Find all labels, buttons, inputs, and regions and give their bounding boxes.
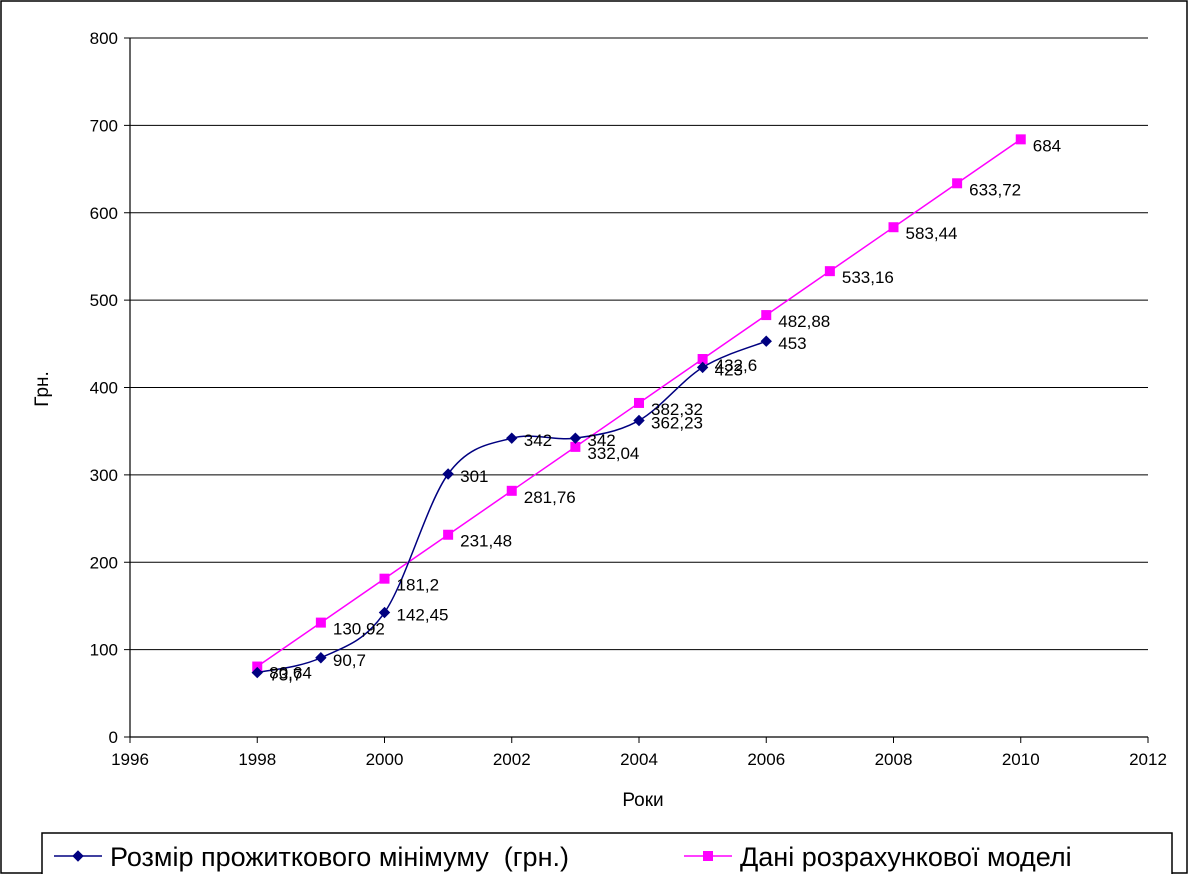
y-tick-label: 200 — [90, 553, 118, 572]
x-tick-label: 2002 — [493, 750, 531, 769]
data-point — [506, 432, 518, 444]
data-label: 583,44 — [906, 224, 958, 243]
y-tick-label: 100 — [90, 641, 118, 660]
legend-items: Розмір прожиткового мінімуму (грн.) Дані … — [54, 842, 1072, 872]
data-point — [315, 617, 326, 628]
data-label: 633,72 — [969, 180, 1021, 199]
x-tick-label: 1998 — [238, 750, 276, 769]
y-tick-label: 800 — [90, 29, 118, 48]
x-tick-label: 2008 — [875, 750, 913, 769]
data-label: 423 — [715, 360, 743, 379]
legend: Розмір прожиткового мінімуму (грн.) Дані … — [41, 832, 1173, 874]
data-label: 482,88 — [778, 312, 830, 331]
data-label: 332,04 — [587, 444, 639, 463]
data-label: 533,16 — [842, 268, 894, 287]
series — [251, 134, 1026, 679]
x-tick-label: 2000 — [366, 750, 404, 769]
data-point — [569, 432, 582, 444]
legend-marker — [72, 850, 84, 862]
legend-label: Дані розрахункової моделі — [740, 842, 1072, 872]
data-point — [442, 468, 454, 480]
data-point — [696, 361, 709, 374]
data-label: 130,92 — [333, 620, 385, 639]
data-label: 684 — [1033, 136, 1061, 155]
y-tick-label: 500 — [90, 291, 118, 310]
y-tick-label: 600 — [90, 204, 118, 223]
data-point — [824, 266, 835, 277]
data-point — [1015, 134, 1026, 145]
data-label: 90,7 — [333, 651, 366, 670]
x-tick-label: 2010 — [1002, 750, 1040, 769]
x-axis-title: Роки — [622, 790, 663, 811]
data-point — [633, 414, 645, 427]
legend-box — [41, 832, 1173, 874]
y-axis-title: Грн. — [32, 371, 53, 407]
data-label: 342 — [524, 431, 552, 450]
x-tick-label: 1996 — [111, 750, 149, 769]
y-tick-label: 700 — [90, 116, 118, 135]
x-tick-label: 2004 — [620, 750, 658, 769]
data-label: 453 — [778, 334, 806, 353]
x-tick-label: 2012 — [1129, 750, 1167, 769]
axes: 0 100 200 300 400 500 600 700 800 1996 1998 2000 200… — [90, 29, 1167, 769]
data-label: 301 — [460, 467, 488, 486]
data-label: 281,76 — [524, 488, 576, 507]
y-tick-label: 400 — [90, 379, 118, 398]
legend-label: Розмір прожиткового мінімуму (грн.) — [110, 842, 569, 872]
data-label: 181,2 — [397, 576, 440, 595]
data-point — [634, 397, 644, 408]
data-point — [251, 666, 263, 679]
data-point — [952, 178, 963, 189]
data-label: 231,48 — [460, 532, 512, 551]
data-point — [760, 335, 772, 347]
data-point — [443, 529, 454, 540]
data-point — [888, 222, 899, 233]
y-tick-label: 0 — [109, 728, 118, 747]
x-tick-label: 2006 — [747, 750, 785, 769]
data-point — [315, 652, 327, 664]
series-line — [257, 340, 767, 674]
gridlines — [130, 37, 1148, 651]
data-label: 142,45 — [397, 606, 449, 625]
data-labels: 73,7 90,7 142,45 301 342 342 362,23 423 453 80,64… — [269, 136, 1061, 684]
legend-marker — [703, 851, 713, 861]
data-label: 362,23 — [651, 414, 703, 433]
y-tick-label: 300 — [90, 466, 118, 485]
data-label: 432,6 — [715, 356, 758, 375]
data-label: 342 — [587, 431, 615, 450]
data-label: 73,7 — [269, 666, 302, 685]
data-label: 382,32 — [651, 400, 703, 419]
data-label: 80,64 — [269, 664, 312, 683]
data-point — [506, 485, 517, 496]
data-point — [761, 310, 772, 321]
data-point — [379, 573, 390, 584]
data-point — [378, 606, 391, 619]
